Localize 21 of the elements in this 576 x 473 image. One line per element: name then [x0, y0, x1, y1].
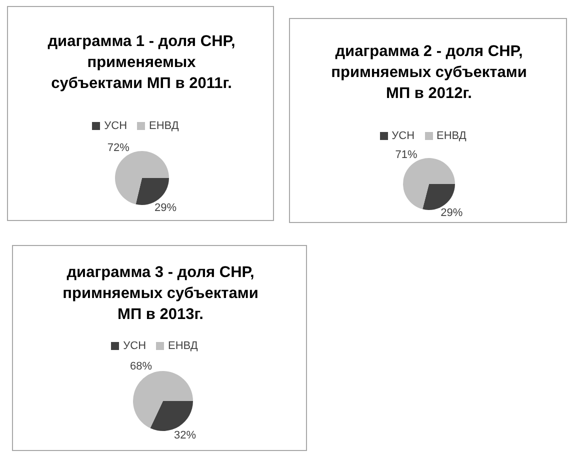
pie-slice: [422, 184, 455, 210]
data-label: 72%: [107, 142, 130, 154]
pie-slice: [133, 371, 193, 428]
pie-slice: [136, 178, 169, 205]
pie-slice: [403, 158, 455, 210]
chart-title: диаграмма 2 - доля СНР, примняемых субъектами МП в 2012г.: [330, 42, 528, 104]
data-label: 71%: [395, 148, 418, 161]
chart-title: диаграмма 3 - доля СНР, примняемых субъектами МП в 2013г.: [62, 263, 260, 325]
legend-label: УСН: [123, 340, 146, 352]
legend-label: УСН: [104, 120, 128, 132]
pie-slice: [115, 151, 169, 204]
legend-label: ЕНВД: [149, 120, 179, 132]
legend-label: ЕНВД: [436, 130, 466, 142]
data-label: 29%: [440, 207, 463, 220]
data-label: 68%: [130, 360, 152, 372]
chart-title: диаграмма 1 - доля СНР, применяемых субъектами МП в 2011г.: [46, 32, 236, 94]
data-label: 32%: [174, 430, 196, 442]
data-label: 29%: [154, 202, 177, 214]
legend-label: УСН: [392, 130, 415, 142]
pie-slice: [150, 401, 193, 431]
legend-label: ЕНВД: [168, 340, 198, 352]
